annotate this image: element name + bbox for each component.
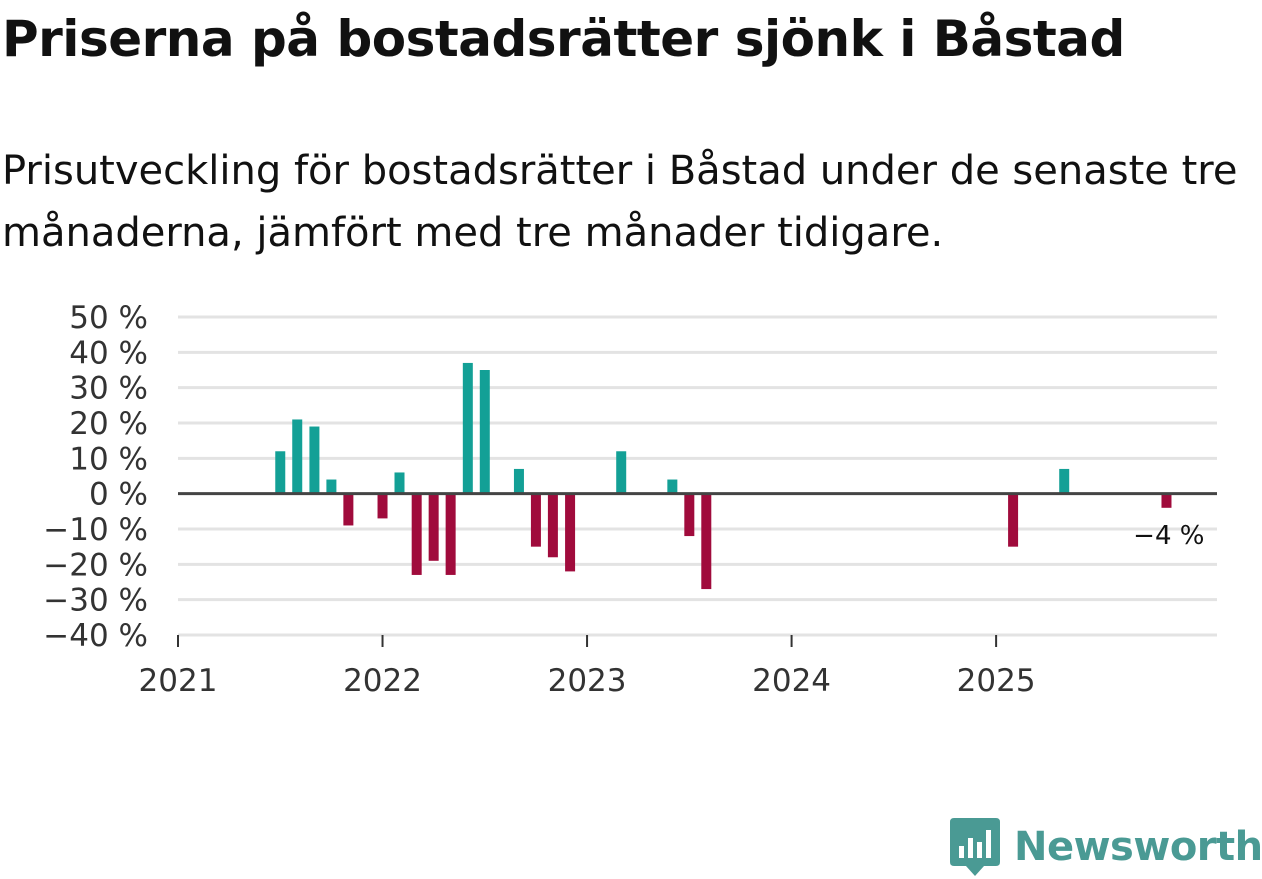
bar [1008, 493, 1019, 547]
y-tick-label: 0 % [89, 477, 148, 513]
newsworthy-brand: Newsworthy [950, 818, 1262, 876]
x-axis-tick-labels: 2021 2022 2023 2024 2025 [139, 635, 1036, 699]
bar [547, 493, 558, 558]
bar [565, 493, 576, 572]
x-tick-label: 2022 [343, 663, 422, 699]
y-tick-label: 10 % [69, 441, 148, 477]
bar [428, 493, 439, 561]
y-tick-label: −40 % [43, 618, 148, 654]
bar [1059, 468, 1070, 494]
bar [377, 493, 388, 519]
y-tick-label: 50 % [69, 300, 148, 336]
y-tick-label: 20 % [69, 406, 148, 442]
bar [292, 419, 303, 494]
y-tick-label: 30 % [69, 371, 148, 407]
x-tick-label: 2024 [752, 663, 831, 699]
bar-chart: 50 %40 %30 %20 %10 %0 %−10 %−20 %−30 %−4… [43, 300, 1217, 699]
bars [275, 362, 1172, 590]
bar [530, 493, 541, 547]
y-tick-label: −30 % [43, 583, 148, 619]
x-tick-label: 2025 [957, 663, 1036, 699]
bar [275, 451, 286, 494]
data-label: −4 % [1133, 521, 1204, 551]
x-tick-label: 2021 [139, 663, 218, 699]
bar [309, 426, 320, 494]
bar [411, 493, 422, 575]
data-labels: −4 % [1133, 521, 1204, 551]
bar [1161, 493, 1172, 508]
bar [616, 451, 627, 494]
brand-name: Newsworthy [1014, 824, 1262, 870]
axes [178, 492, 1217, 636]
bar [667, 479, 678, 494]
bar [701, 493, 712, 590]
x-tick-label: 2023 [548, 663, 627, 699]
y-tick-label: −20 % [43, 547, 148, 583]
y-tick-label: 40 % [69, 335, 148, 371]
y-axis-tick-labels: 50 %40 %30 %20 %10 %0 %−10 %−20 %−30 %−4… [43, 300, 148, 654]
bar [479, 370, 490, 494]
bar [462, 362, 473, 494]
chart-subtitle: Prisutveckling för bostadsrätter i Båsta… [2, 148, 1238, 256]
bar [394, 472, 405, 494]
y-tick-label: −10 % [43, 512, 148, 548]
newsworthy-logo-icon [950, 818, 1000, 876]
bar [684, 493, 695, 537]
bar [343, 493, 354, 526]
chart-title: Priserna på bostadsrätter sjönk i Båstad [2, 10, 1125, 68]
bar [513, 468, 524, 494]
bar [326, 479, 337, 494]
bar [445, 493, 456, 575]
